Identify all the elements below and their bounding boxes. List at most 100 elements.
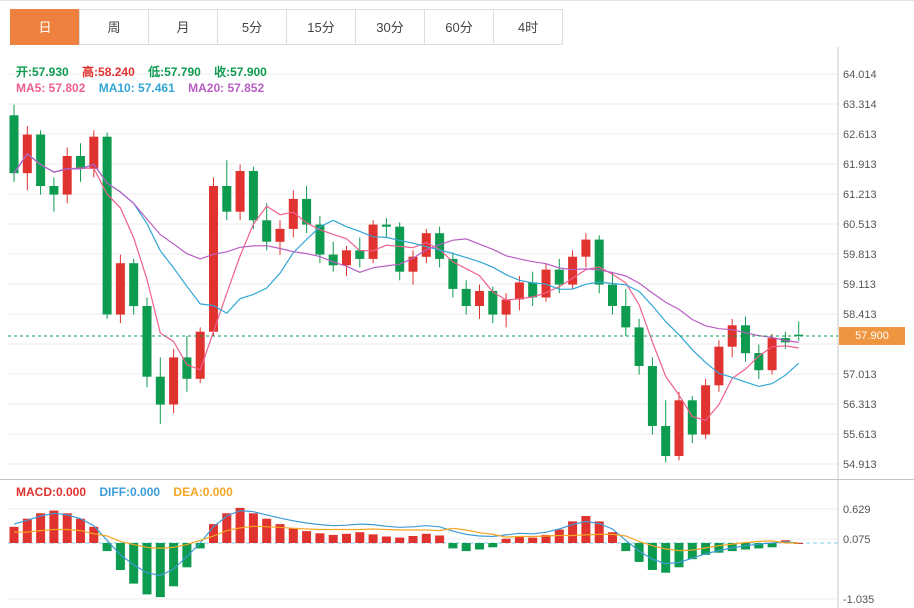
candle-body (461, 288, 471, 306)
candle-body (435, 233, 445, 259)
candle-body (701, 385, 711, 435)
macd-hist-bar (634, 543, 644, 562)
macd-hist-bar (701, 543, 711, 555)
period-tabs: 日周月 5分 15分 30分 60分 4时 (10, 9, 563, 45)
macd-legend: MACD:0.000 DIFF:0.000 DEA:0.000 (16, 485, 243, 499)
macd-hist-bar (674, 543, 684, 568)
y-axis-label: 58.413 (843, 309, 877, 321)
diff-line (13, 509, 799, 577)
macd-hist-bar (288, 527, 298, 543)
candle-body (727, 325, 737, 347)
candle-body (129, 263, 139, 307)
macd-hist-bar (169, 543, 179, 587)
candle-body (142, 306, 152, 377)
candle-body (368, 224, 378, 259)
macd-hist-bar (89, 526, 99, 543)
candle-body (248, 171, 258, 221)
candle-body (195, 331, 205, 379)
y-axis-label: 59.113 (843, 279, 876, 291)
macd-hist-bar (475, 543, 484, 550)
candle-body (501, 299, 511, 315)
candle-body (9, 115, 19, 174)
macd-hist-bar (129, 543, 139, 584)
candle-body (209, 186, 218, 332)
macd-hist-bar (182, 543, 192, 568)
macd-hist-bar (9, 526, 19, 543)
tab-4hour[interactable]: 4时 (493, 9, 563, 45)
macd-hist-bar (594, 521, 604, 543)
macd-hist-bar (435, 535, 445, 544)
candle-body (315, 224, 325, 255)
macd-value: MACD:0.000 (16, 485, 87, 499)
candle-body (262, 220, 272, 242)
y-axis-label: 61.913 (843, 159, 877, 171)
macd-hist-bar (209, 524, 218, 543)
ma10-line (13, 153, 800, 388)
macd-hist-bar (727, 543, 737, 552)
y-axis-label: 56.313 (843, 399, 877, 411)
ma5-legend: MA5: 57.802 (16, 81, 86, 95)
candle-body (102, 136, 112, 315)
y-axis-label: 54.913 (843, 459, 877, 471)
candle-body (288, 198, 298, 229)
candle-body (235, 171, 245, 212)
candle-body (381, 224, 391, 227)
macd-hist-bar (328, 534, 338, 543)
macd-hist-bar (661, 543, 671, 573)
tab-5min[interactable]: 5分 (217, 9, 287, 45)
candle-body (115, 263, 125, 315)
last-price-tag: 57.900 (839, 327, 905, 345)
macd-hist-bar (767, 543, 777, 548)
candle-body (302, 198, 312, 225)
open-value: 开:57.930 (16, 65, 69, 79)
candle-body (714, 346, 724, 386)
macd-hist-bar (514, 536, 524, 543)
candle-body (89, 136, 99, 169)
main-candlestick-chart[interactable]: 64.014 63.314 62.613 61.913 61.213 60.513 59.8… (0, 47, 914, 479)
candle-body (342, 250, 351, 266)
candle-body (621, 306, 631, 328)
macd-hist-bar (395, 537, 405, 543)
candle-body (421, 233, 431, 257)
macd-hist-bar (355, 532, 365, 543)
close-value: 收:57.900 (214, 65, 267, 79)
macd-hist-bar (554, 529, 564, 543)
candle-body (674, 400, 684, 456)
y-axis-label: 64.014 (843, 69, 877, 81)
macd-hist-bar (368, 534, 378, 544)
macd-hist-bar (408, 536, 418, 543)
y-axis-label: 59.813 (843, 249, 877, 261)
tab-15min[interactable]: 15分 (286, 9, 356, 45)
candle-body (222, 186, 232, 212)
diff-value: DIFF:0.000 (99, 485, 161, 499)
macd-hist-bar (155, 543, 165, 598)
high-value: 高:58.240 (82, 65, 135, 79)
macd-hist-bar (36, 513, 46, 543)
candle-body (687, 400, 697, 435)
tab-60min[interactable]: 60分 (424, 9, 494, 45)
candle-body (528, 282, 538, 298)
macd-indicator-chart[interactable]: 0.629 0.075 -1.035 (0, 479, 914, 608)
macd-hist-bar (608, 532, 617, 543)
macd-hist-bar (262, 518, 272, 543)
macd-hist-bar (142, 543, 152, 595)
y-axis-label: 0.075 (843, 534, 871, 546)
tab-day[interactable]: 日 (10, 9, 80, 45)
macd-hist-bar (421, 533, 431, 543)
macd-hist-bar (528, 537, 538, 543)
macd-hist-bar (342, 533, 351, 543)
macd-hist-bar (541, 534, 551, 543)
ma20-legend: MA20: 57.852 (188, 81, 265, 95)
tab-month[interactable]: 月 (148, 9, 218, 45)
tab-week[interactable]: 周 (79, 9, 149, 45)
candle-body (275, 228, 285, 242)
tab-30min[interactable]: 30分 (355, 9, 425, 45)
macd-hist-bar (222, 513, 232, 543)
candle-body (448, 258, 458, 289)
y-axis-label: 55.613 (843, 429, 877, 441)
macd-hist-bar (49, 510, 59, 544)
y-axis-label: 62.613 (843, 129, 877, 141)
candle-body (169, 357, 179, 405)
macd-hist-bar (501, 538, 511, 543)
